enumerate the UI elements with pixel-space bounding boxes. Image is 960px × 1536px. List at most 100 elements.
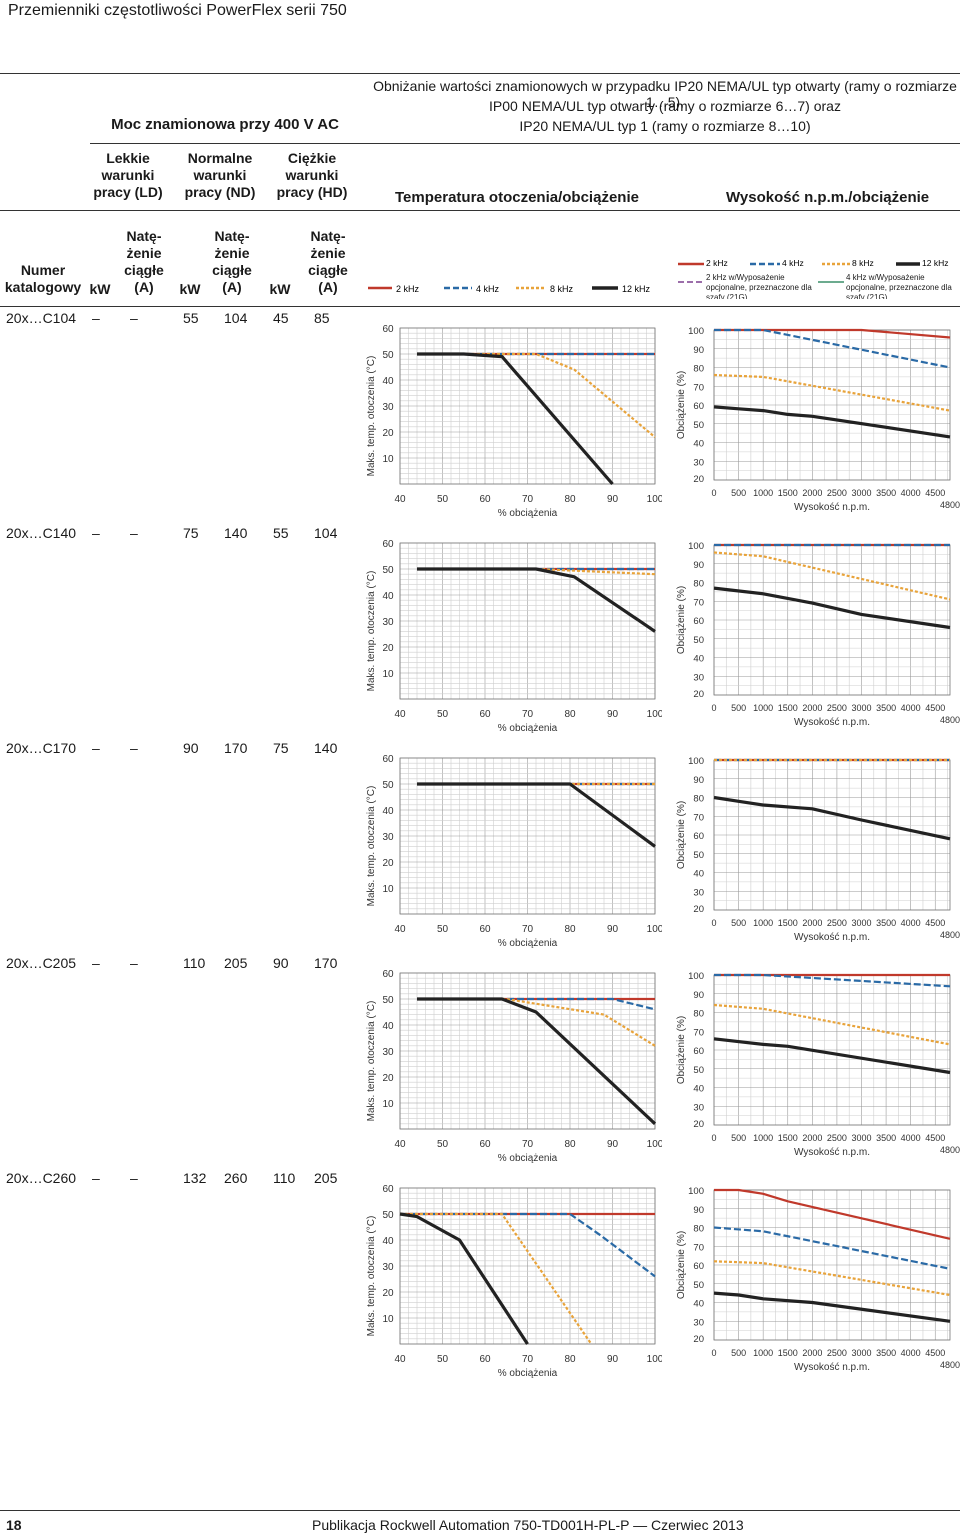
alt-x-label: Wysokość n.p.m. <box>794 717 870 728</box>
temp-legend: 2 kHz 4 kHz 8 kHz 12 kHz <box>368 284 651 294</box>
temp-plot-frame <box>399 327 656 485</box>
alt-y-tick: 50 <box>693 1065 704 1076</box>
legend-4khz: 4 kHz <box>476 284 500 294</box>
temp-y-tick: 60 <box>382 754 394 765</box>
row-nd-a: 140 <box>224 525 248 541</box>
temp-x-tick: 50 <box>437 1139 449 1150</box>
alt-x-tick: 0 <box>711 1348 716 1358</box>
temp-series-12-khz <box>417 782 656 848</box>
alt-x-tick: 4800 <box>940 715 960 725</box>
row-catalog: 20x…C260 <box>6 1170 77 1186</box>
alt-y-tick: 50 <box>693 850 704 861</box>
alt-x-tick: 4000 <box>901 703 921 713</box>
alt-x-tick: 3500 <box>876 1348 896 1358</box>
alt-x-tick: 4500 <box>925 703 945 713</box>
alt-y-tick: 70 <box>693 1242 704 1253</box>
alt-legend-8khz: 8 kHz <box>852 258 874 268</box>
temp-title: Temperatura otoczenia/obciążenie <box>395 189 639 206</box>
temp-x-tick: 80 <box>564 494 576 505</box>
alt-y-label: Obciążenie (%) <box>676 586 687 654</box>
alt-x-tick: 2500 <box>827 1348 847 1358</box>
alt-y-tick: 100 <box>688 756 704 767</box>
row-catalog: 20x…C170 <box>6 740 77 756</box>
temp-series-12-khz <box>399 1212 529 1345</box>
alt-y-tick: 40 <box>693 1299 704 1310</box>
alt-y-tick: 20 <box>693 1334 704 1345</box>
temp-x-label: % obciążenia <box>498 938 558 948</box>
temp-x-tick: 90 <box>607 924 619 935</box>
alt-y-tick: 40 <box>693 869 704 880</box>
alt-x-tick: 1500 <box>778 703 798 713</box>
header-bottom-rule <box>0 306 960 307</box>
alt-series-2-khz <box>714 1188 951 1240</box>
alt-series-4-khz <box>714 328 951 369</box>
row-ld-a: – <box>130 310 138 326</box>
alt-x-tick: 4500 <box>925 488 945 498</box>
page-title: Przemienniki częstotliwości PowerFlex se… <box>8 2 347 19</box>
row-ld-a: – <box>130 740 138 756</box>
temp-y-tick: 40 <box>382 591 394 602</box>
alt-series-8-khz <box>713 1003 951 1046</box>
alt-y-tick: 80 <box>693 1224 704 1235</box>
row-hd-a: 85 <box>314 310 330 326</box>
alt-y-tick: 40 <box>693 439 704 450</box>
alt-x-tick: 2500 <box>827 918 847 928</box>
alt-x-tick: 4800 <box>940 930 960 940</box>
temp-y-tick: 20 <box>382 1288 394 1299</box>
temp-series-8-khz <box>417 352 656 439</box>
temp-y-tick: 20 <box>382 428 394 439</box>
legend-2khz: 2 kHz <box>396 284 420 294</box>
temp-chart: 60 50 40 30 20 10 40 50 60 70 80 90 100 % obciążenia M… <box>366 969 662 1163</box>
row-hd-a: 205 <box>314 1170 338 1186</box>
temp-x-tick: 100 <box>647 1354 662 1365</box>
temp-y-tick: 60 <box>382 969 394 980</box>
temp-y-tick: 60 <box>382 539 394 550</box>
alt-x-tick: 500 <box>731 488 746 498</box>
hd-header: Ciężkie warunki pracy (HD) <box>276 150 348 200</box>
temp-x-tick: 70 <box>522 924 534 935</box>
temp-x-tick: 40 <box>394 494 406 505</box>
alt-x-label: Wysokość n.p.m. <box>794 502 870 513</box>
row-ld-kw: – <box>92 740 100 756</box>
alt-x-tick: 2500 <box>827 488 847 498</box>
alt-legend: 2 kHz 4 kHz 8 kHz 12 kHz 2 kHz w/Wyposaż… <box>678 258 952 299</box>
alt-x-tick: 3500 <box>876 918 896 928</box>
header-sub-rule <box>0 210 960 211</box>
alt-x-tick: 1000 <box>753 488 773 498</box>
temp-x-tick: 40 <box>394 1354 406 1365</box>
alt-x-tick: 500 <box>731 703 746 713</box>
temp-y-tick: 60 <box>382 1184 394 1195</box>
temp-x-tick: 50 <box>437 494 449 505</box>
alt-x-tick: 2000 <box>802 1348 822 1358</box>
alt-x-tick: 500 <box>731 1133 746 1143</box>
row-nd-kw: 132 <box>183 1170 207 1186</box>
temp-x-tick: 80 <box>564 924 576 935</box>
alt-x-tick: 4000 <box>901 918 921 928</box>
altitude-chart: 100 90 80 70 60 50 40 30 20 0 500 1000 1500 2000 2500 3… <box>676 1186 960 1373</box>
row-nd-a: 170 <box>224 740 248 756</box>
alt-x-tick: 4500 <box>925 1133 945 1143</box>
alt-y-tick: 50 <box>693 420 704 431</box>
alt-legend-opt4: 4 kHz w/Wyposażenie opcjonalne, przeznac… <box>846 273 952 299</box>
temp-y-tick: 50 <box>382 1210 394 1221</box>
temp-y-tick: 40 <box>382 376 394 387</box>
temp-x-tick: 90 <box>607 1354 619 1365</box>
alt-series-12-khz <box>713 795 951 841</box>
alt-y-tick: 60 <box>693 401 704 412</box>
temp-x-tick: 70 <box>522 1139 534 1150</box>
temp-x-tick: 90 <box>607 709 619 720</box>
temp-plot-frame <box>399 542 656 700</box>
alt-x-tick: 3000 <box>851 1133 871 1143</box>
temp-y-tick: 30 <box>382 1262 394 1273</box>
alt-y-tick: 60 <box>693 1046 704 1057</box>
alt-y-tick: 20 <box>693 904 704 915</box>
alt-x-tick: 0 <box>711 918 716 928</box>
altitude-chart: 100 90 80 70 60 50 40 30 20 0 500 1000 1500 2000 2500 3… <box>676 756 960 943</box>
row-nd-a: 205 <box>224 955 248 971</box>
alt-x-tick: 500 <box>731 918 746 928</box>
row-ld-a: – <box>130 1170 138 1186</box>
alt-legend-12khz: 12 kHz <box>922 258 948 268</box>
alt-y-tick: 50 <box>693 635 704 646</box>
temp-plot-frame <box>399 972 656 1130</box>
temp-chart: 60 50 40 30 20 10 40 50 60 70 80 90 100 % obciążenia M… <box>366 539 662 733</box>
